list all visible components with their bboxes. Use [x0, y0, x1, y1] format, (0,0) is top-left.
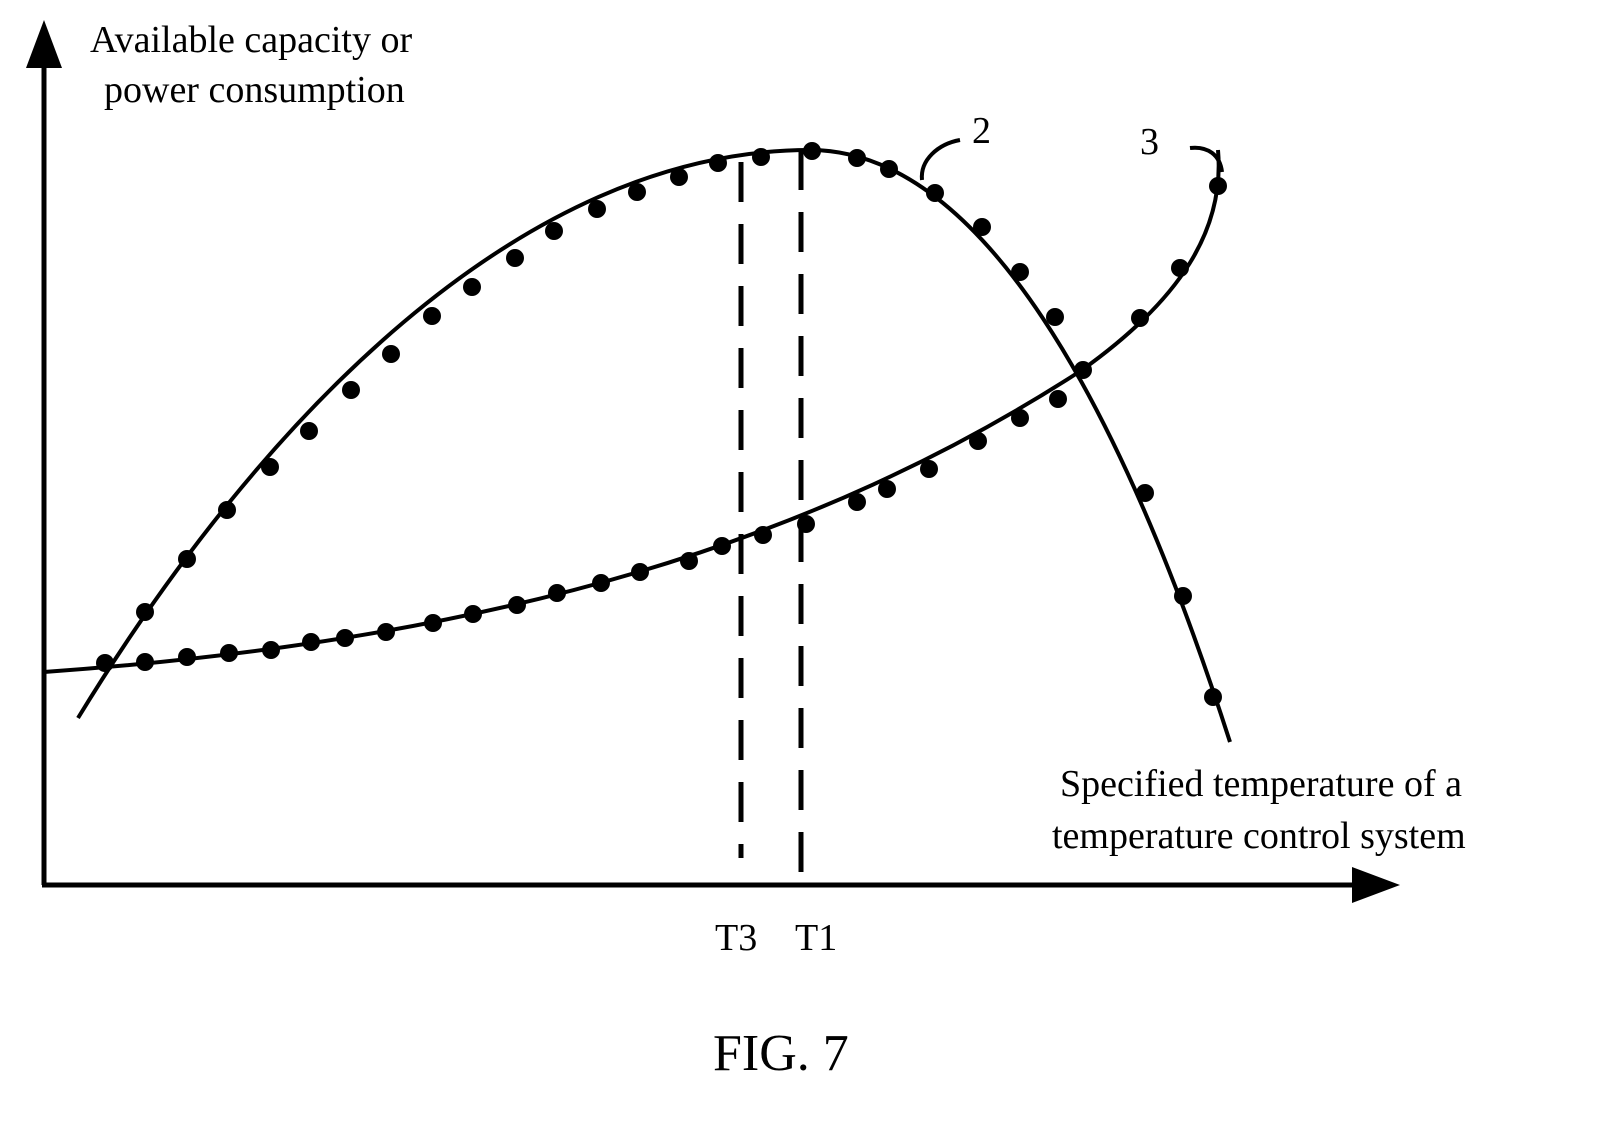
curve-2-leader	[919, 138, 961, 181]
curve-2-marker	[752, 148, 770, 166]
curve-2-marker	[926, 184, 944, 202]
curve-2-marker	[423, 307, 441, 325]
curve-2-marker	[382, 345, 400, 363]
curve-3-marker	[136, 653, 154, 671]
curve-2-marker	[1136, 484, 1154, 502]
x-axis-label-line-2: temperature control system	[1052, 815, 1466, 857]
tick-label-t3: T3	[715, 917, 757, 959]
curve-3-marker	[1011, 409, 1029, 427]
curve-2-marker	[178, 550, 196, 568]
curve-2-marker	[880, 160, 898, 178]
curve-3-marker	[220, 644, 238, 662]
curve-2-marker	[463, 278, 481, 296]
curve-3-marker	[464, 605, 482, 623]
curve-3-marker	[920, 460, 938, 478]
curve-2-marker	[1174, 587, 1192, 605]
curve-2-markers	[96, 142, 1222, 706]
curve-3-marker	[713, 537, 731, 555]
curve-3-marker	[797, 515, 815, 533]
y-axis-label-line-2: power consumption	[104, 69, 405, 111]
curve-2-marker	[1204, 688, 1222, 706]
curve-2-marker	[545, 222, 563, 240]
curve-3-markers	[136, 177, 1227, 671]
x-axis-arrowhead	[1352, 867, 1400, 903]
x-axis-label: Specified temperature of a temperature c…	[1052, 763, 1471, 857]
curve-3-marker	[178, 648, 196, 666]
curve-2-marker	[506, 249, 524, 267]
curve-2-marker	[342, 381, 360, 399]
curve-2-marker	[1011, 263, 1029, 281]
curve-2-marker	[848, 149, 866, 167]
curve-2-marker	[300, 422, 318, 440]
curve-2-marker	[628, 183, 646, 201]
x-axis-label-line-1: Specified temperature of a	[1060, 763, 1462, 805]
curve-3-marker	[377, 623, 395, 641]
curve-3-marker	[848, 493, 866, 511]
curve-3-marker	[878, 480, 896, 498]
curve-2-label: 2	[972, 110, 991, 152]
tick-label-t1: T1	[795, 917, 837, 959]
curve-3-marker	[592, 574, 610, 592]
curve-3-marker	[969, 432, 987, 450]
curve-2	[76, 147, 1232, 743]
y-axis-arrowhead	[26, 20, 62, 68]
curve-3	[43, 149, 1221, 674]
curve-2-marker	[96, 654, 114, 672]
curve-3-marker	[1049, 390, 1067, 408]
y-axis-label-line-1: Available capacity or	[90, 19, 412, 61]
curve-2-marker	[136, 603, 154, 621]
curve-3-marker	[508, 596, 526, 614]
curve-3-marker	[754, 526, 772, 544]
curve-2-marker	[973, 218, 991, 236]
curve-2-marker	[218, 501, 236, 519]
curve-3-label: 3	[1140, 121, 1159, 163]
curve-2-marker	[588, 200, 606, 218]
curve-3-leader	[1189, 145, 1224, 173]
curve-3-marker	[680, 552, 698, 570]
curve-2-marker	[709, 154, 727, 172]
curve-2-marker	[261, 458, 279, 476]
curve-2-marker	[803, 142, 821, 160]
curve-3-marker	[1074, 361, 1092, 379]
curve-3-marker	[1209, 177, 1227, 195]
curve-3-marker	[302, 633, 320, 651]
curve-3-marker	[631, 563, 649, 581]
curve-3-marker	[1131, 309, 1149, 327]
curve-3-marker	[424, 614, 442, 632]
curve-3-marker	[548, 584, 566, 602]
curve-2-marker	[670, 168, 688, 186]
y-axis-label: Available capacity or power consumption	[90, 19, 422, 111]
curve-3-marker	[336, 629, 354, 647]
curve-2-marker	[1046, 308, 1064, 326]
curve-3-marker	[262, 641, 280, 659]
figure-caption: FIG. 7	[713, 1025, 849, 1082]
curve-3-marker	[1171, 259, 1189, 277]
